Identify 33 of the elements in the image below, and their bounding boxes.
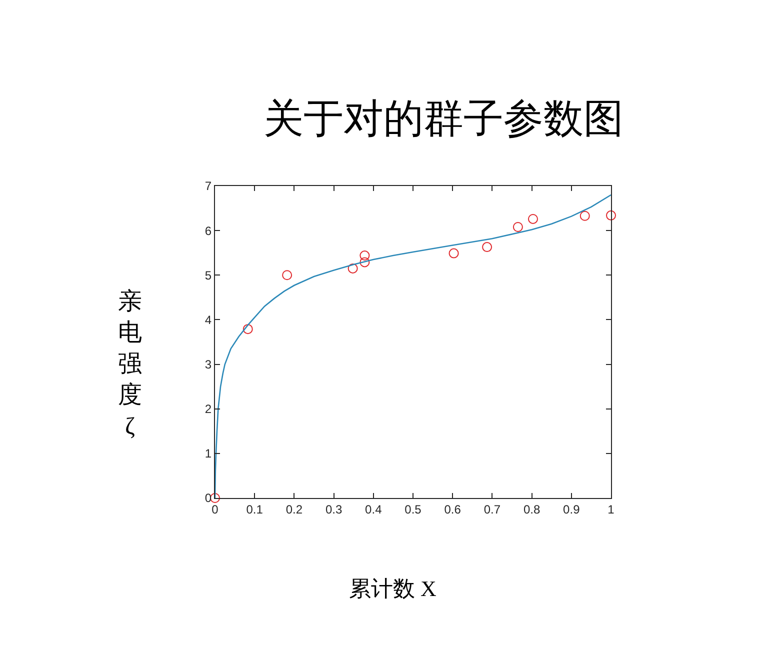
y-tick-label: 2 [204, 402, 212, 416]
y-tick-label: 5 [204, 268, 212, 282]
point [448, 248, 459, 258]
x-tick-label: 0.3 [325, 502, 342, 516]
x-tick-label: 0.4 [365, 502, 382, 516]
point [210, 493, 220, 503]
point [360, 257, 370, 268]
x-tick-label: 0.9 [563, 502, 580, 516]
point [482, 242, 492, 252]
point [580, 210, 590, 221]
y-tick-label: 0 [204, 491, 212, 506]
x-tick-label: 1 [608, 502, 615, 516]
x-tick-label: 0.2 [286, 502, 303, 516]
chart-title: 关于对的群子参数图 [263, 96, 624, 141]
x-tick-label: 0.6 [444, 502, 462, 516]
y-axis-title: 亲电强度ζ [118, 288, 142, 440]
x-tick-label: 0.1 [246, 502, 264, 516]
point [242, 324, 253, 334]
y-tick-label: 1 [204, 446, 212, 461]
x-axis-title: 累计数 X [349, 576, 436, 601]
point [606, 210, 616, 220]
y-tick-label: 4 [204, 312, 212, 327]
x-tick-label: 0.7 [484, 502, 501, 516]
point [282, 270, 292, 280]
point [512, 222, 523, 232]
y-tick-label: 6 [204, 224, 212, 238]
point [360, 250, 370, 261]
y-tick-label: 3 [204, 357, 212, 372]
point [528, 214, 538, 224]
x-tick-label: 0.5 [404, 502, 422, 516]
x-tick-label: 0.8 [523, 502, 540, 516]
y-tick-label: 7 [204, 179, 212, 194]
point [348, 263, 358, 274]
